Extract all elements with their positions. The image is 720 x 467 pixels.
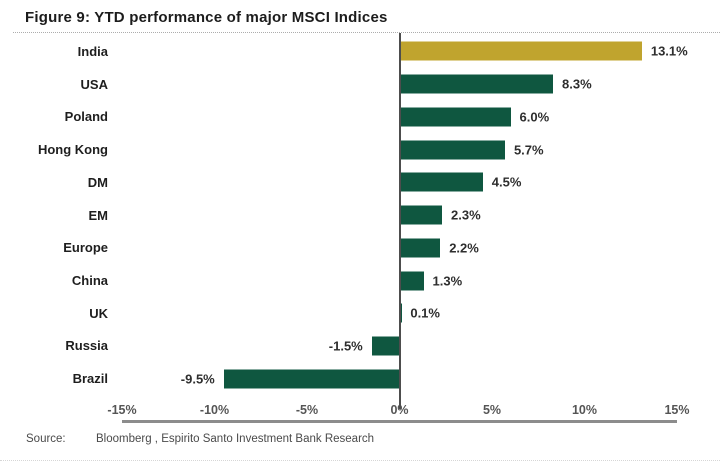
bar-track: 2.3% <box>122 199 677 232</box>
bar-row: Brazil -9.5% <box>0 362 720 395</box>
value-label: 2.2% <box>449 240 479 256</box>
bar <box>399 74 554 94</box>
category-label: USA <box>80 76 108 92</box>
bar-track: 0.1% <box>122 297 677 330</box>
bar-track: -9.5% <box>122 362 677 395</box>
source-row: Source: Bloomberg , Espirito Santo Invest… <box>26 433 720 445</box>
zero-axis-line <box>398 33 401 409</box>
x-tick-label: 0% <box>390 403 409 417</box>
bar-track: 6.0% <box>122 100 677 133</box>
x-tick-label: 15% <box>664 403 690 417</box>
value-label: 4.5% <box>491 174 522 190</box>
x-tick-label: -15% <box>107 403 137 417</box>
value-label: 5.7% <box>513 142 544 158</box>
category-label: Hong Kong <box>37 142 108 158</box>
value-label: -1.5% <box>328 338 363 354</box>
x-axis-line <box>122 420 677 423</box>
bar-track: 13.1% <box>122 33 688 409</box>
bar <box>223 369 400 389</box>
bar-track: -1.5% <box>122 330 677 363</box>
category-label: Europe <box>63 240 108 256</box>
bar-row: Europe 2.2% <box>0 231 720 264</box>
bar-track: 5.7% <box>122 133 677 166</box>
bar <box>399 172 483 192</box>
category-label: EM <box>88 207 109 223</box>
x-tick-label: 10% <box>571 403 598 417</box>
bar-row: DM 4.5% <box>0 166 720 199</box>
bar-row: Russia -1.5% <box>0 330 720 363</box>
bar <box>371 336 400 356</box>
bar <box>399 140 505 160</box>
category-label: Brazil <box>72 371 108 387</box>
bar-track: 8.3% <box>122 68 677 101</box>
bar-row: USA 8.3% <box>0 68 720 101</box>
value-label: 13.1% <box>650 43 688 59</box>
bar-row: EM 2.3% <box>0 199 720 232</box>
bar-row: Hong Kong 5.7% <box>0 133 720 166</box>
value-label: 2.3% <box>451 207 481 223</box>
x-axis-tick-labels: -15% -10% -5% 0% 5% 10% 15% <box>107 395 689 423</box>
bar-track: 4.5% <box>122 166 677 199</box>
bar-track: 1.3% <box>122 264 677 297</box>
x-tick-label: -5% <box>295 403 319 417</box>
plot-area: India 13.1% USA 8.3% Poland 6.0% Hong Kong 5.7%… <box>0 33 720 423</box>
bar-row: China 1.3% <box>0 264 720 297</box>
value-label: 0.1% <box>410 305 440 321</box>
bar-track: 2.2% <box>122 231 677 264</box>
title-divider <box>13 32 720 33</box>
bar <box>399 205 443 225</box>
source-label: Source: <box>26 433 66 445</box>
value-label: 1.3% <box>432 273 463 288</box>
bar <box>399 107 511 127</box>
figure-title: Figure 9: YTD performance of major MSCI … <box>25 9 388 26</box>
bar-row: Poland 6.0% <box>0 100 720 133</box>
bar-row: UK 0.1% <box>0 297 720 330</box>
figure-header: Figure 9: YTD performance of major MSCI … <box>0 0 720 26</box>
value-label: 6.0% <box>519 109 550 125</box>
x-tick-label: 5% <box>482 403 502 417</box>
source-text: Bloomberg , Espirito Santo Investment Ba… <box>96 433 375 445</box>
bar <box>399 238 441 258</box>
value-label: 8.3% <box>562 76 592 92</box>
category-label: India <box>77 43 108 59</box>
bar <box>399 41 642 61</box>
bar <box>399 303 402 323</box>
bar <box>399 271 424 290</box>
category-label: Russia <box>65 338 108 354</box>
category-label: UK <box>89 305 108 321</box>
bar-rows: India 13.1% USA 8.3% Poland 6.0% Hong Kong 5.7%… <box>0 33 720 409</box>
x-tick-label: -10% <box>199 403 230 417</box>
bar-row: India 13.1% <box>0 33 720 409</box>
value-label: -9.5% <box>180 371 215 387</box>
category-label: China <box>71 273 108 288</box>
bottom-divider <box>0 460 720 461</box>
category-label: DM <box>87 174 108 190</box>
category-label: Poland <box>64 109 108 125</box>
